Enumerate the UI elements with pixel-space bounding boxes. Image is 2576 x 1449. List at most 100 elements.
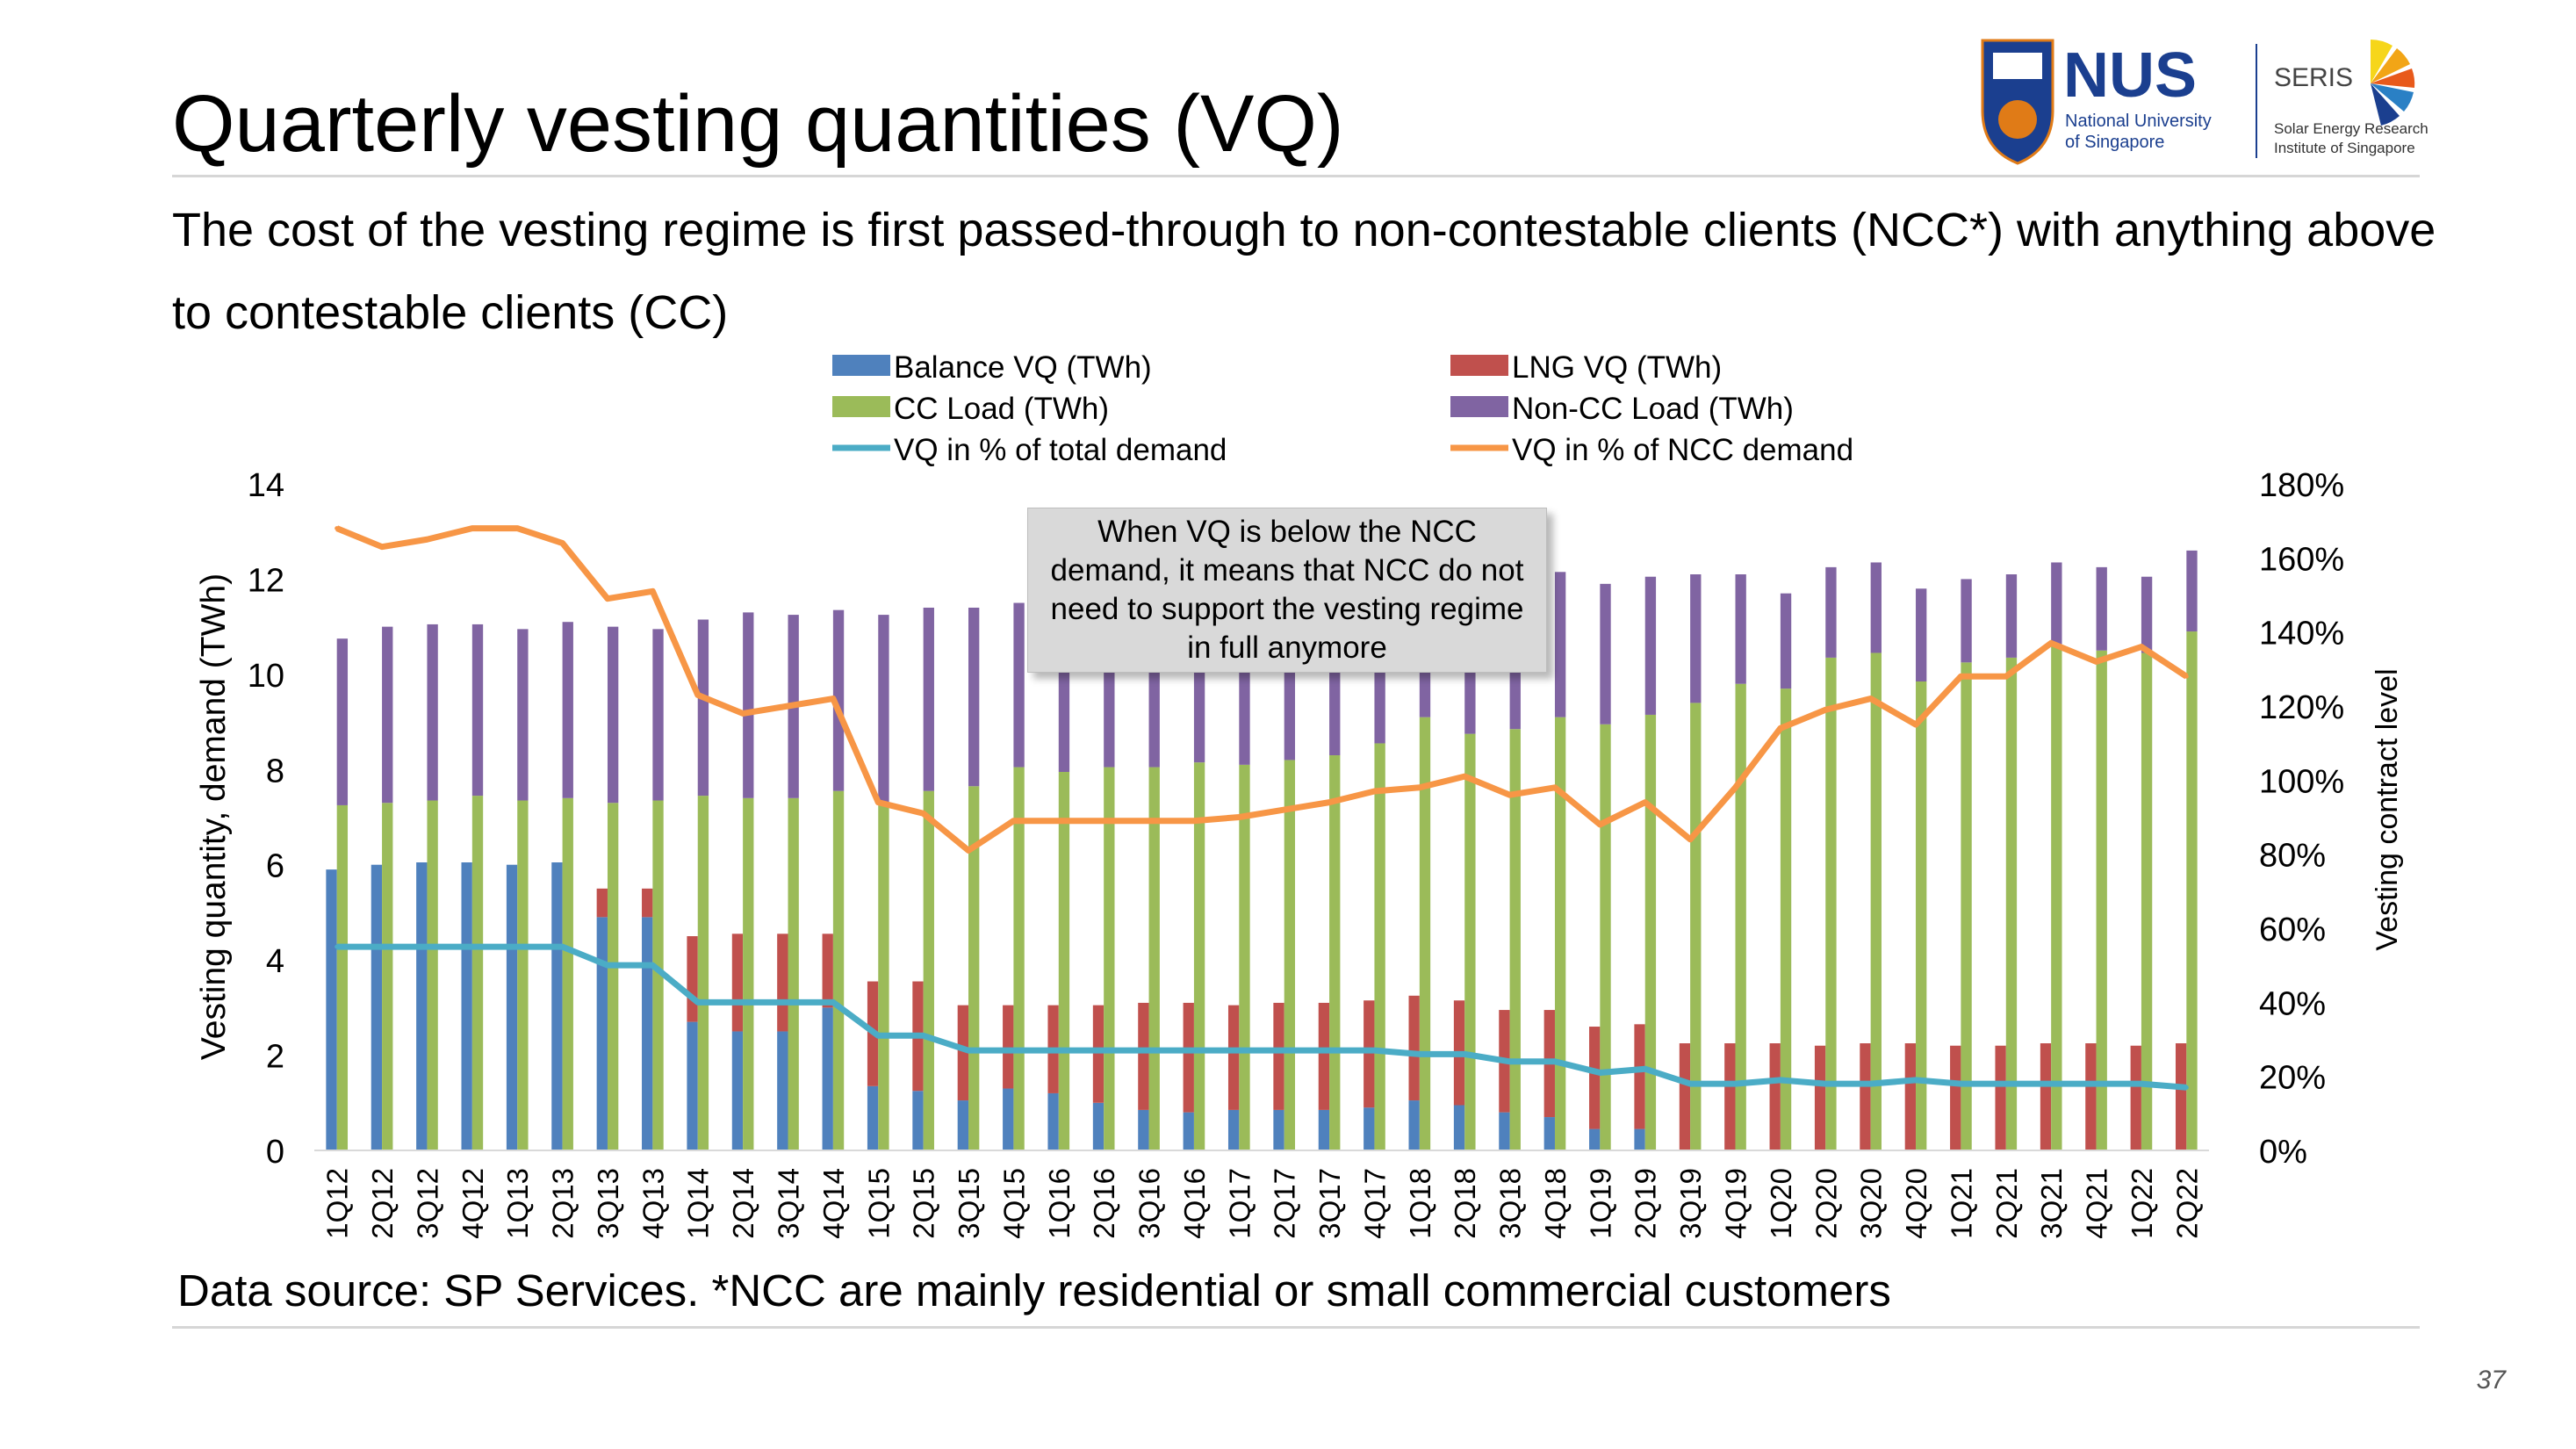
bar-non-cc-load-twh-3q19 bbox=[1690, 574, 1702, 703]
bar-non-cc-load-twh-4q18 bbox=[1554, 572, 1566, 717]
bar-non-cc-load-twh-2q13 bbox=[562, 622, 573, 798]
point-vq-in-of-ncc-demand-3q17 bbox=[1327, 800, 1332, 805]
bar-non-cc-load-twh-2q20 bbox=[1825, 566, 1837, 658]
x-tick-label: 2Q16 bbox=[1088, 1168, 1120, 1239]
bar-non-cc-load-twh-3q13 bbox=[607, 626, 619, 804]
bar-cc-load-twh-1q21 bbox=[1961, 662, 1972, 1150]
y-tick-label: 0 bbox=[266, 1134, 284, 1171]
point-vq-in-of-ncc-demand-3q19 bbox=[1687, 837, 1693, 842]
bar-lng-vq-twh-1q14 bbox=[687, 936, 698, 1022]
x-tick-label: 1Q13 bbox=[501, 1168, 534, 1239]
point-vq-in-of-ncc-demand-4q13 bbox=[650, 588, 655, 594]
point-vq-in-of-ncc-demand-2q16 bbox=[1101, 818, 1106, 824]
seris-name-line1: Solar Energy Research bbox=[2274, 120, 2428, 137]
point-vq-in-of-total-demand-1q18 bbox=[1417, 1051, 1422, 1056]
x-tick-label: 4Q21 bbox=[2081, 1168, 2113, 1239]
x-tick-label: 2Q15 bbox=[908, 1168, 940, 1239]
axes-layer: 024681012140%20%40%60%80%100%120%140%160… bbox=[195, 467, 2404, 1239]
x-tick-label: 4Q19 bbox=[1720, 1168, 1752, 1239]
x-tick-label: 1Q18 bbox=[1404, 1168, 1436, 1239]
x-tick-label: 3Q14 bbox=[773, 1168, 805, 1239]
bar-balance-vq-twh-2q18 bbox=[1453, 1105, 1465, 1150]
y-tick-label: 6 bbox=[266, 848, 284, 885]
bar-non-cc-load-twh-4q15 bbox=[1013, 602, 1025, 768]
bar-non-cc-load-twh-1q19 bbox=[1600, 583, 1611, 724]
point-vq-in-of-total-demand-4q21 bbox=[2094, 1081, 2099, 1086]
point-vq-in-of-ncc-demand-1q12 bbox=[335, 526, 340, 531]
x-tick-label: 4Q18 bbox=[1539, 1168, 1572, 1239]
data-source-note: Data source: SP Services. *NCC are mainl… bbox=[177, 1265, 1891, 1316]
point-vq-in-of-ncc-demand-1q22 bbox=[2139, 645, 2144, 650]
y2-tick-label: 140% bbox=[2259, 616, 2344, 652]
x-tick-label: 2Q18 bbox=[1449, 1168, 1481, 1239]
bar-cc-load-twh-3q20 bbox=[1870, 652, 1882, 1150]
point-vq-in-of-ncc-demand-1q16 bbox=[1056, 818, 1061, 824]
point-vq-in-of-ncc-demand-3q14 bbox=[786, 703, 790, 709]
y2-tick-label: 80% bbox=[2259, 838, 2326, 875]
bar-cc-load-twh-3q17 bbox=[1329, 755, 1341, 1150]
legend-label-vq-in-of-total-demand: VQ in % of total demand bbox=[894, 433, 1227, 467]
bar-lng-vq-twh-3q16 bbox=[1138, 1002, 1149, 1110]
point-vq-in-of-ncc-demand-4q14 bbox=[831, 696, 836, 702]
x-tick-label: 4Q13 bbox=[637, 1168, 669, 1239]
point-vq-in-of-total-demand-3q16 bbox=[1147, 1048, 1152, 1053]
point-vq-in-of-ncc-demand-3q16 bbox=[1147, 818, 1152, 824]
bar-non-cc-load-twh-2q15 bbox=[923, 607, 934, 791]
bar-cc-load-twh-4q18 bbox=[1554, 717, 1566, 1150]
x-tick-label: 2Q17 bbox=[1269, 1168, 1301, 1239]
bar-cc-load-twh-2q12 bbox=[382, 803, 393, 1150]
point-vq-in-of-total-demand-4q20 bbox=[1913, 1078, 1918, 1083]
point-vq-in-of-ncc-demand-4q19 bbox=[1733, 785, 1738, 790]
bar-cc-load-twh-2q15 bbox=[923, 790, 934, 1150]
y-tick-label: 2 bbox=[266, 1039, 284, 1076]
point-vq-in-of-ncc-demand-2q18 bbox=[1462, 774, 1467, 779]
bar-cc-load-twh-4q19 bbox=[1735, 683, 1746, 1150]
point-vq-in-of-total-demand-3q14 bbox=[786, 999, 790, 1005]
legend-label-cc-load-twh: CC Load (TWh) bbox=[894, 392, 1109, 426]
point-vq-in-of-total-demand-3q15 bbox=[966, 1048, 971, 1053]
point-vq-in-of-ncc-demand-1q21 bbox=[1958, 674, 1963, 679]
y2-tick-label: 100% bbox=[2259, 763, 2344, 800]
bar-balance-vq-twh-3q12 bbox=[416, 862, 428, 1150]
bar-cc-load-twh-3q15 bbox=[968, 786, 980, 1150]
bar-lng-vq-twh-1q19 bbox=[1589, 1027, 1601, 1129]
bar-non-cc-load-twh-1q20 bbox=[1780, 593, 1792, 689]
point-vq-in-of-total-demand-1q19 bbox=[1597, 1070, 1602, 1075]
x-tick-label: 3Q21 bbox=[2035, 1168, 2068, 1239]
x-tick-label: 4Q20 bbox=[1900, 1168, 1932, 1239]
x-tick-label: 3Q18 bbox=[1494, 1168, 1527, 1239]
bar-non-cc-load-twh-2q14 bbox=[743, 612, 754, 798]
point-vq-in-of-total-demand-2q14 bbox=[740, 999, 745, 1005]
point-vq-in-of-ncc-demand-4q21 bbox=[2094, 659, 2099, 664]
point-vq-in-of-ncc-demand-3q18 bbox=[1507, 792, 1513, 797]
footer-divider bbox=[172, 1326, 2420, 1329]
point-vq-in-of-total-demand-4q16 bbox=[1191, 1048, 1197, 1053]
bar-non-cc-load-twh-4q19 bbox=[1735, 574, 1746, 684]
x-tick-label: 1Q20 bbox=[1765, 1168, 1797, 1239]
bar-cc-load-twh-2q21 bbox=[2005, 657, 2018, 1150]
seris-wordmark: SERIS bbox=[2274, 63, 2353, 92]
bar-cc-load-twh-3q18 bbox=[1509, 729, 1521, 1150]
bar-balance-vq-twh-3q17 bbox=[1318, 1109, 1330, 1150]
y2-tick-label: 20% bbox=[2259, 1060, 2326, 1097]
x-tick-label: 4Q16 bbox=[1178, 1168, 1211, 1239]
bar-non-cc-load-twh-2q22 bbox=[2186, 550, 2198, 632]
bar-cc-load-twh-4q14 bbox=[832, 790, 845, 1150]
point-vq-in-of-total-demand-4q18 bbox=[1552, 1059, 1558, 1064]
bar-cc-load-twh-3q19 bbox=[1690, 703, 1702, 1150]
slide-title: Quarterly vesting quantities (VQ) bbox=[172, 79, 1344, 169]
crest-lion-icon bbox=[1998, 100, 2037, 139]
bar-non-cc-load-twh-4q20 bbox=[1916, 588, 1927, 681]
bar-balance-vq-twh-3q16 bbox=[1138, 1109, 1149, 1150]
point-vq-in-of-ncc-demand-4q20 bbox=[1913, 722, 1918, 727]
bar-lng-vq-twh-1q21 bbox=[1950, 1045, 1961, 1150]
page-number: 37 bbox=[2476, 1366, 2506, 1395]
point-vq-in-of-total-demand-3q19 bbox=[1687, 1081, 1693, 1086]
point-vq-in-of-total-demand-3q21 bbox=[2048, 1081, 2054, 1086]
x-tick-label: 2Q21 bbox=[1990, 1168, 2023, 1239]
slide-subtitle: The cost of the vesting regime is first … bbox=[172, 204, 2436, 339]
chart-legend: Balance VQ (TWh) LNG VQ (TWh) CC Load (TWh… bbox=[832, 350, 1853, 467]
bar-lng-vq-twh-2q19 bbox=[1634, 1024, 1645, 1129]
point-vq-in-of-ncc-demand-3q12 bbox=[424, 537, 429, 542]
point-vq-in-of-ncc-demand-4q16 bbox=[1191, 818, 1197, 824]
